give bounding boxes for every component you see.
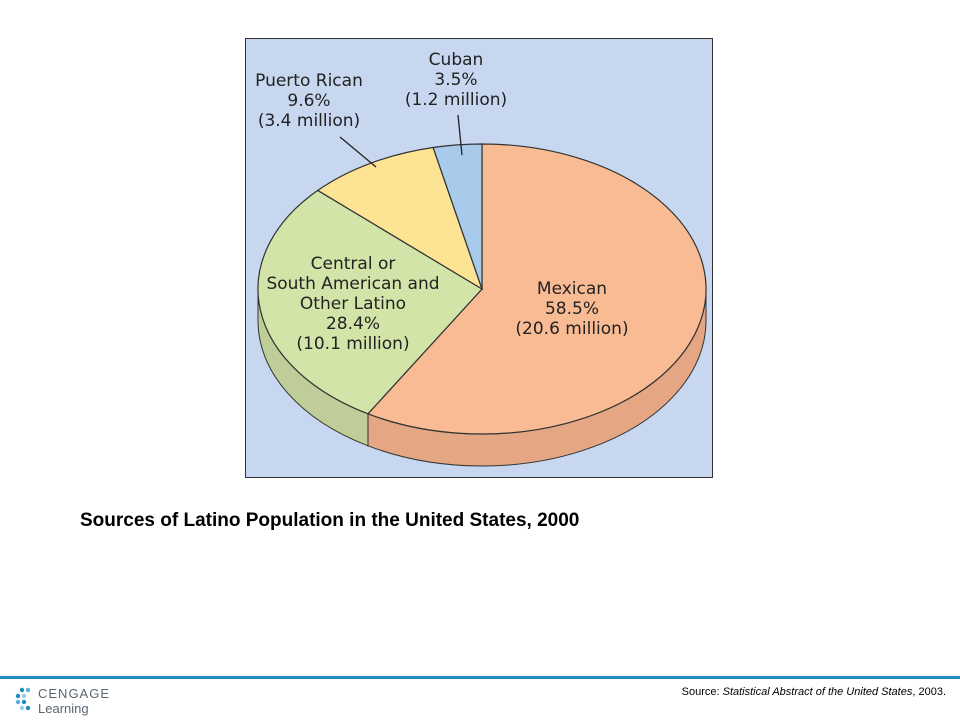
leader-puerto-rican xyxy=(339,136,377,168)
footer-accent-bar xyxy=(0,676,960,679)
slice-cuban xyxy=(432,143,483,290)
label-central-south-american: Central or South American and Other Latino… xyxy=(266,254,439,354)
source-prefix: Source: xyxy=(681,686,723,698)
slice-mexican xyxy=(366,143,707,435)
logo-wordmark: CENGAGE xyxy=(38,686,111,701)
label-mexican: Mexican 58.5% (20.6 million) xyxy=(515,279,628,339)
label-mexican-line: Mexican xyxy=(537,279,607,299)
pie-chart: Mexican 58.5% (20.6 million) Central or Sout… xyxy=(255,50,707,467)
slice-puerto-rican xyxy=(316,146,484,291)
label-central-south-american-line: (10.1 million) xyxy=(296,334,409,354)
label-central-south-american-line: Central or xyxy=(311,254,396,274)
leader-cuban xyxy=(457,114,463,156)
label-cuban-line: Cuban xyxy=(429,50,484,70)
cengage-logo-icon xyxy=(15,687,31,711)
label-central-south-american-line: 28.4% xyxy=(326,314,380,334)
cengage-logo: CENGAGE Learning xyxy=(14,684,144,718)
label-central-south-american-line: Other Latino xyxy=(300,294,406,314)
source-suffix: , 2003. xyxy=(912,686,946,698)
label-central-south-american-line: South American and xyxy=(266,274,439,294)
label-cuban-line: (1.2 million) xyxy=(405,90,507,110)
label-mexican-line: 58.5% xyxy=(545,299,599,319)
label-mexican-line: (20.6 million) xyxy=(515,319,628,339)
label-puerto-rican-line: 9.6% xyxy=(287,91,330,111)
label-cuban: Cuban 3.5% (1.2 million) xyxy=(405,50,507,110)
pie-chart-panel: Mexican 58.5% (20.6 million) Central or Sout… xyxy=(245,38,713,478)
label-cuban-line: 3.5% xyxy=(434,70,477,90)
label-puerto-rican-line: (3.4 million) xyxy=(258,111,360,131)
label-puerto-rican-line: Puerto Rican xyxy=(255,71,363,91)
slice-central-south-american xyxy=(257,189,483,415)
chart-title: Sources of Latino Population in the Unit… xyxy=(80,510,580,531)
source-title: Statistical Abstract of the United State… xyxy=(722,686,913,698)
label-puerto-rican: Puerto Rican 9.6% (3.4 million) xyxy=(255,71,363,131)
source-note: Source: Statistical Abstract of the Unit… xyxy=(682,686,946,698)
logo-wordmark-sub: Learning xyxy=(38,701,89,716)
